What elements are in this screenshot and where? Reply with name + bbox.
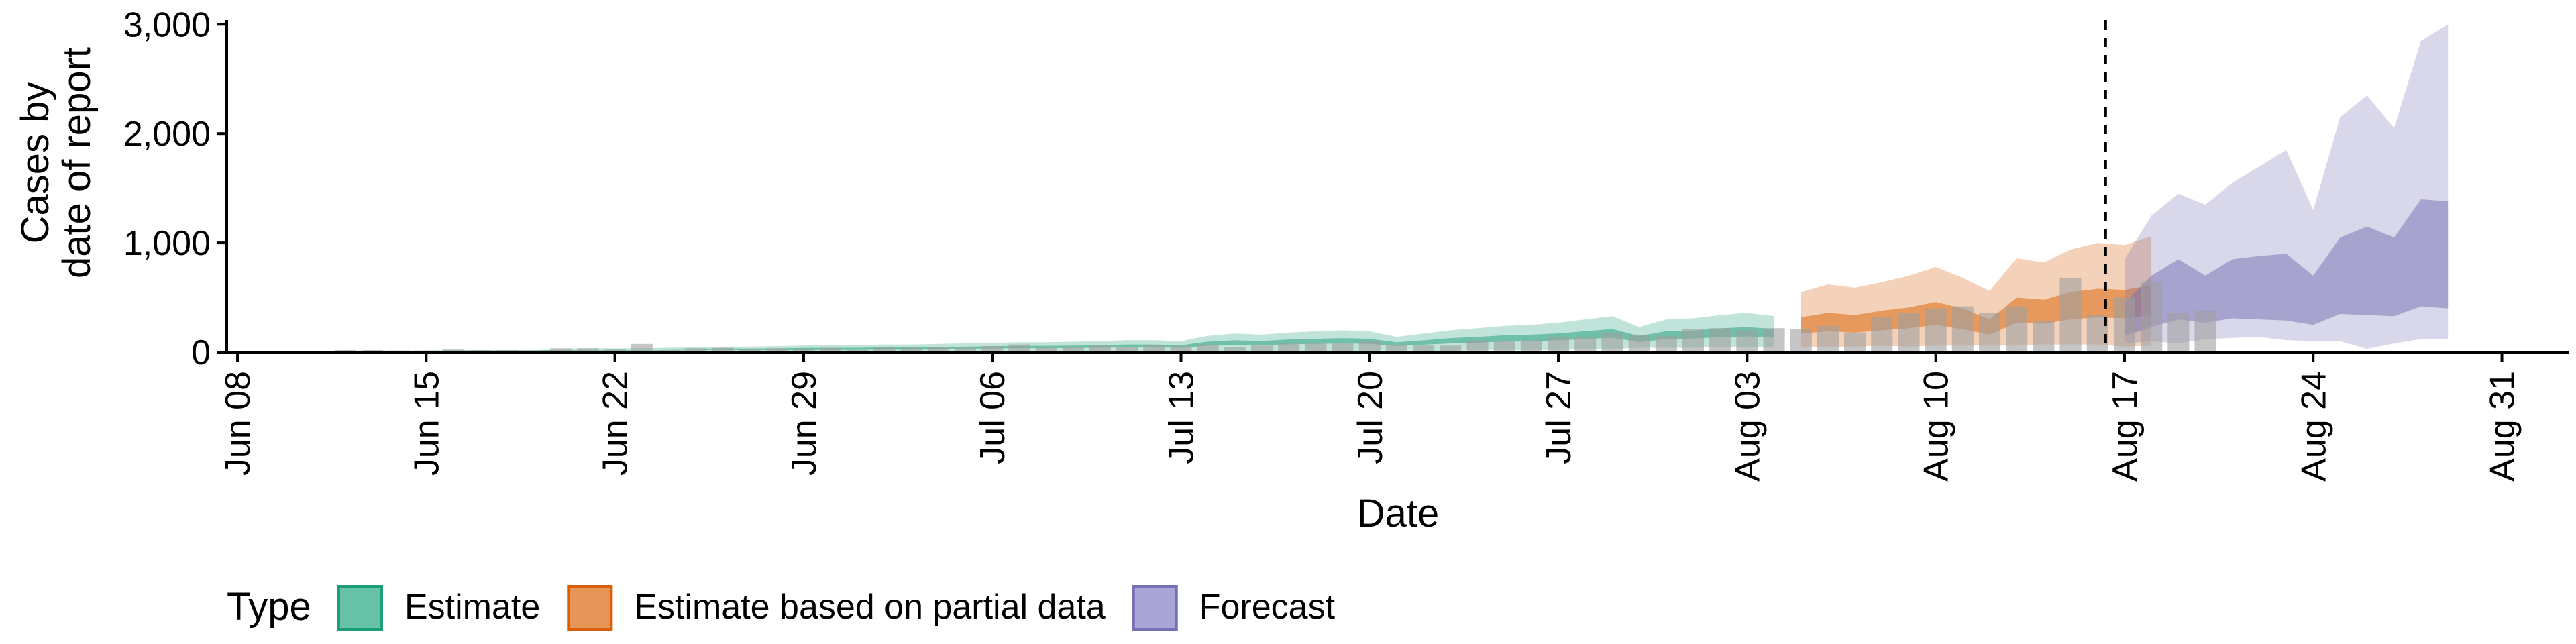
observed-bar <box>1358 341 1381 352</box>
observed-bar <box>1278 343 1300 352</box>
legend-label: Forecast <box>1199 588 1336 627</box>
observed-bar <box>712 347 734 352</box>
observed-bar <box>2167 313 2190 352</box>
observed-bar <box>577 348 599 352</box>
observed-bar <box>820 347 842 352</box>
observed-bar <box>1170 346 1192 352</box>
observed-bar <box>2141 282 2163 352</box>
observed-bar <box>1844 332 1866 352</box>
legend-title: Type <box>227 585 311 629</box>
y-tick-label: 1,000 <box>123 224 211 263</box>
y-axis-title-line: Cases by <box>13 82 57 244</box>
observed-bar <box>873 347 896 352</box>
observed-bar <box>1898 313 1920 352</box>
observed-bar <box>2194 311 2216 352</box>
observed-bar <box>550 348 572 352</box>
observed-bar <box>1062 346 1084 352</box>
x-tick-label: Jul 20 <box>1351 371 1390 464</box>
observed-bar <box>955 347 977 352</box>
legend-swatch <box>337 585 383 631</box>
observed-bar <box>631 343 653 352</box>
axes: 0 1,000 2,000 3,000 Jun 08 Jun 15 Jun 22 Jun 29… <box>123 5 2569 482</box>
observed-bar <box>765 348 788 352</box>
observed-bar <box>1035 347 1057 352</box>
observed-bar <box>1493 341 1515 352</box>
observed-bar <box>1628 334 1650 352</box>
observed-bar <box>1116 346 1138 352</box>
observed-bar <box>1413 345 1435 352</box>
observed-bar <box>1332 343 1354 352</box>
observed-bar <box>792 349 814 352</box>
x-tick-label: Jun 22 <box>596 371 635 476</box>
observed-bar <box>685 348 707 352</box>
observed-bar <box>1790 329 1812 352</box>
observed-bar <box>2113 297 2135 352</box>
observed-bar <box>1008 344 1030 352</box>
x-tick-label: Jun 29 <box>785 371 824 476</box>
observed-bar <box>1979 313 2001 352</box>
observed-bar <box>1817 325 1839 352</box>
observed-bar <box>1143 345 1165 352</box>
observed-bar <box>2033 320 2055 352</box>
observed-bar <box>1251 345 1273 352</box>
x-tick-label: Aug 10 <box>1917 371 1956 482</box>
x-tick-label: Jun 15 <box>407 371 446 476</box>
legend: Type Estimate Estimate based on partial da… <box>227 585 1336 631</box>
observed-bar <box>442 349 464 352</box>
y-tick-label: 2,000 <box>123 115 211 154</box>
observed-bar <box>1089 345 1111 352</box>
observed-bar <box>1197 344 1219 352</box>
observed-bar <box>1655 335 1677 352</box>
y-axis-title-text: Cases bydate of report <box>13 47 99 278</box>
observed-bar <box>847 349 869 352</box>
observed-bar <box>1466 340 1489 352</box>
observed-bar <box>1305 343 1327 352</box>
y-axis-title-line: date of report <box>55 47 99 278</box>
observed-bar <box>1385 344 1407 352</box>
estimate-inner-band <box>345 327 1774 352</box>
legend-swatch <box>1132 585 1178 631</box>
x-tick-label: Jul 06 <box>973 371 1012 464</box>
observed-bar <box>1871 317 1893 352</box>
observed-bar <box>604 349 626 352</box>
x-axis-title: Date <box>1357 492 1440 535</box>
observed-bar <box>1763 328 1785 352</box>
observed-bar <box>496 349 518 352</box>
x-tick-label: Aug 31 <box>2483 371 2522 482</box>
observed-bar <box>900 347 922 352</box>
observed-bar <box>981 346 1004 352</box>
observed-bar <box>1951 306 1974 352</box>
observed-bar <box>1574 337 1597 352</box>
x-tick-label: Jul 13 <box>1163 371 1201 464</box>
observed-bar <box>1224 347 1246 352</box>
x-tick-label: Aug 03 <box>1728 371 1767 482</box>
observed-bar <box>2006 306 2028 352</box>
legend-label: Estimate <box>405 588 540 627</box>
x-tick-label: Aug 24 <box>2294 371 2333 482</box>
y-axis-title: Cases bydate of report <box>13 47 99 278</box>
legend-label: Estimate based on partial data <box>634 588 1106 627</box>
x-tick-label: Jun 08 <box>219 371 258 476</box>
observed-bar <box>1709 328 1731 352</box>
x-tick-label: Aug 17 <box>2106 371 2145 482</box>
y-tick-label: 0 <box>191 333 211 372</box>
observed-bar <box>1440 345 1462 352</box>
x-tick-label: Jul 27 <box>1540 371 1578 464</box>
observed-bar <box>1925 308 1947 352</box>
observed-cases-bars <box>334 278 2216 352</box>
observed-bar <box>1520 340 1542 352</box>
observed-bar <box>1736 330 1758 352</box>
y-tick-label: 3,000 <box>123 5 211 44</box>
observed-bar <box>927 347 949 352</box>
observed-bar <box>2059 278 2082 352</box>
observed-bar <box>739 349 761 352</box>
observed-bar <box>1682 329 1704 352</box>
legend-swatch <box>567 585 613 631</box>
observed-bar <box>1548 337 1570 352</box>
observed-bar <box>1601 332 1623 352</box>
forecast-inner-band <box>2125 199 2449 336</box>
